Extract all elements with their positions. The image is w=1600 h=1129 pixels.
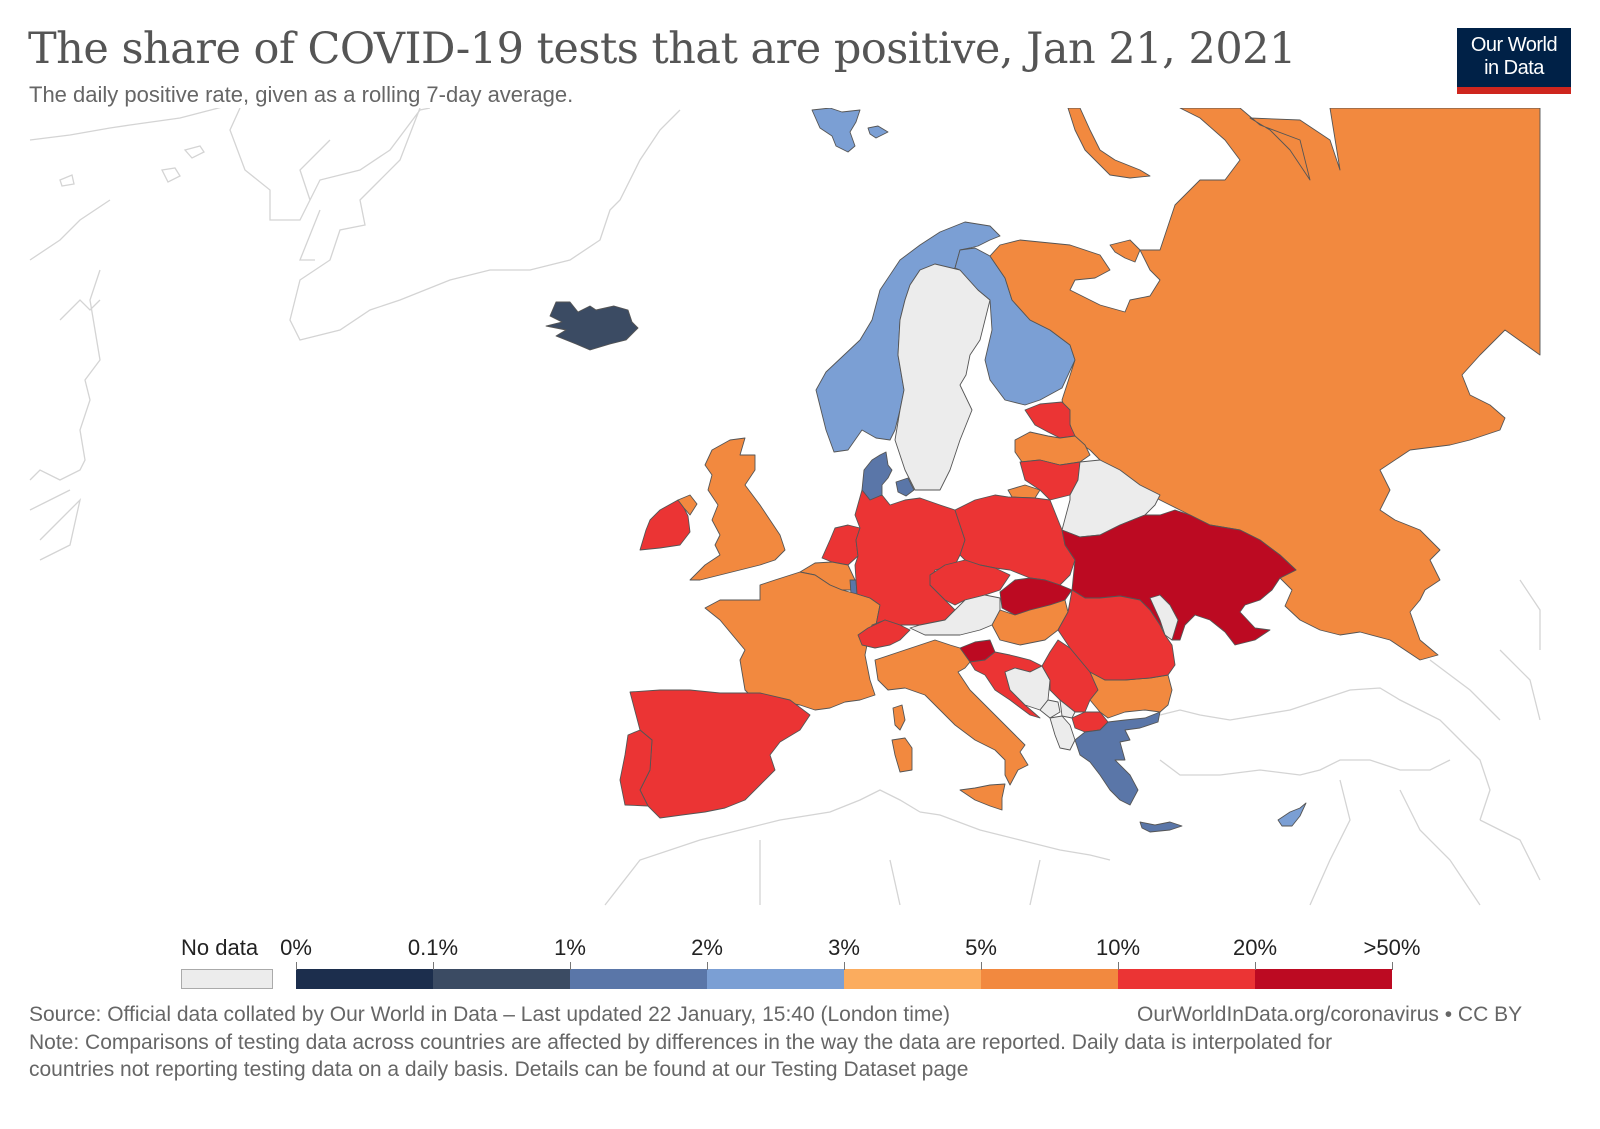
legend-tick (1392, 962, 1393, 970)
footer-note-line1: Note: Comparisons of testing data across… (29, 1031, 1333, 1054)
legend: No data 0% 0.1% 1% 2% 3% 5% 10% 20% >50% (0, 935, 1600, 995)
legend-tick (1118, 962, 1119, 970)
legend-swatch-2[interactable] (570, 969, 707, 989)
country-italy[interactable] (874, 639, 1029, 786)
country-russia-part1[interactable] (1067, 108, 1151, 179)
country-switzerland[interactable] (857, 619, 911, 649)
chart-title: The share of COVID-19 tests that are pos… (28, 24, 1296, 74)
legend-tick-label: 0.1% (407, 935, 459, 960)
legend-tick-label: 20% (1232, 935, 1278, 960)
turkey-outline (1159, 687, 1491, 821)
north-africa-outline (604, 789, 1111, 906)
legend-no-data-label: No data (181, 935, 259, 960)
source-text: Source: Official data collated by Our Wo… (29, 1003, 951, 1026)
legend-tick-label: >50% (1363, 935, 1421, 960)
legend-swatch-7[interactable] (1255, 969, 1392, 989)
country-austria[interactable] (909, 594, 1001, 636)
legend-tick-label: 10% (1095, 935, 1141, 960)
country-sweden[interactable] (894, 263, 991, 491)
legend-swatch-6[interactable] (1118, 969, 1255, 989)
country-cyprus[interactable] (1277, 802, 1307, 827)
country-albania[interactable] (1049, 715, 1076, 751)
country-bosnia-and-herzegovina[interactable] (1004, 665, 1051, 711)
logo-text-line1: Our World (1470, 34, 1558, 56)
footer-source: Source: Official data collated by Our Wo… (29, 1003, 1522, 1027)
country-montenegro[interactable] (1039, 699, 1061, 719)
legend-tick (1255, 962, 1256, 970)
country-italy-part1[interactable] (959, 783, 1006, 811)
island-outline (59, 145, 205, 187)
country-northern-ireland-uk[interactable] (677, 494, 698, 516)
country-moldova[interactable] (1149, 594, 1179, 641)
country-svalbard[interactable] (811, 108, 861, 153)
country-russia[interactable] (989, 108, 1541, 661)
country-romania[interactable] (1057, 589, 1176, 681)
choropleth-map (29, 108, 1541, 906)
country-ireland[interactable] (639, 499, 691, 551)
country-france[interactable] (704, 571, 881, 711)
legend-swatch-5[interactable] (981, 969, 1118, 989)
country-czechia[interactable] (929, 559, 1011, 606)
country-kaliningrad[interactable] (1007, 484, 1041, 499)
country-netherlands[interactable] (821, 524, 861, 566)
owid-logo[interactable]: Our World in Data (1457, 28, 1571, 94)
country-russia-part2[interactable] (1109, 239, 1141, 263)
country-denmark[interactable] (861, 451, 893, 501)
logo-accent-bar (1457, 87, 1571, 94)
country-svalbard-part1[interactable] (867, 125, 889, 139)
country-united-kingdom[interactable] (689, 437, 786, 581)
country-estonia[interactable] (1024, 401, 1076, 439)
legend-tick-label: 1% (554, 935, 586, 960)
legend-tick (570, 962, 571, 970)
greenland-outline (29, 108, 681, 341)
footer-note-line2: countries not reporting testing data on … (29, 1058, 969, 1081)
legend-tick (707, 962, 708, 970)
country-greece[interactable] (1074, 711, 1161, 806)
source-url-link[interactable]: OurWorldInData.org/coronavirus • CC BY (1137, 1003, 1523, 1026)
legend-tick-label: 3% (828, 935, 860, 960)
legend-swatch-1[interactable] (433, 969, 570, 989)
legend-swatch-3[interactable] (707, 969, 844, 989)
legend-no-data-swatch (181, 969, 273, 989)
legend-tick (844, 962, 845, 970)
country-italy-part3[interactable] (891, 737, 913, 773)
legend-tick-label: 0% (280, 935, 312, 960)
background-outlines (29, 108, 1541, 906)
logo-text-line2: in Data (1484, 57, 1544, 79)
country-spain[interactable] (629, 689, 811, 819)
country-portugal[interactable] (619, 729, 653, 807)
legend-swatch-0[interactable] (296, 969, 433, 989)
legend-tick (296, 962, 297, 970)
country-iceland[interactable] (545, 301, 639, 351)
country-denmark-part1[interactable] (895, 477, 915, 497)
middle-east-outline (1309, 579, 1541, 906)
chart-subtitle: The daily positive rate, given as a roll… (29, 82, 574, 107)
legend-tick (981, 962, 982, 970)
legend-swatch-4[interactable] (844, 969, 981, 989)
canada-outline (29, 199, 111, 561)
country-greece-part1[interactable] (1139, 821, 1183, 833)
legend-tick-label: 2% (691, 935, 723, 960)
legend-tick (433, 962, 434, 970)
country-italy-part2[interactable] (892, 704, 906, 731)
legend-tick-label: 5% (965, 935, 997, 960)
